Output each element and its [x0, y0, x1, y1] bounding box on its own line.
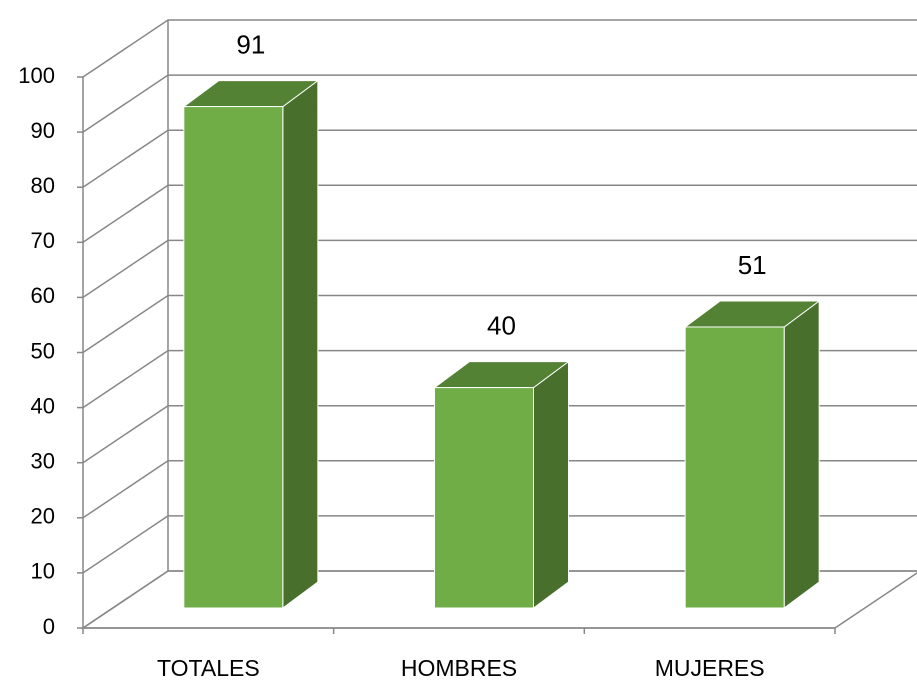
- y-tick-label: 10: [31, 559, 55, 584]
- y-tick-label: 70: [31, 228, 55, 253]
- grid-line: [82, 294, 917, 354]
- value-label: 51: [738, 250, 767, 280]
- x-tick-label: TOTALES: [157, 655, 260, 681]
- y-tick-label: 0: [43, 614, 55, 639]
- bar: [434, 387, 534, 609]
- grid-line: [82, 515, 917, 574]
- bar: [183, 106, 284, 609]
- grid-line: [82, 349, 917, 409]
- y-tick-label: 60: [31, 283, 55, 308]
- y-tick-label: 80: [31, 173, 55, 198]
- grid-line: [82, 239, 917, 299]
- y-tick-label: 100: [18, 63, 55, 88]
- grid-line: [82, 184, 917, 243]
- x-tick-label: MUJERES: [655, 655, 765, 681]
- y-tick-label: 20: [31, 504, 55, 529]
- y-tick-label: 50: [31, 338, 55, 363]
- grid-line: [82, 460, 917, 519]
- bar: [684, 326, 785, 609]
- grid-line: [82, 129, 917, 188]
- bar-side: [783, 299, 820, 609]
- value-label: 40: [487, 310, 516, 340]
- grid-line: [82, 74, 917, 133]
- bar-side: [533, 360, 569, 609]
- y-tick-label: 40: [31, 393, 55, 418]
- grid-line: [82, 570, 917, 629]
- bar-side: [282, 79, 319, 609]
- y-tick-label: 30: [31, 449, 55, 474]
- grid-line: [82, 19, 917, 78]
- grid-line: [82, 404, 917, 464]
- x-tick-label: HOMBRES: [401, 655, 517, 681]
- y-tick-label: 90: [31, 118, 55, 143]
- value-label: 91: [236, 29, 265, 59]
